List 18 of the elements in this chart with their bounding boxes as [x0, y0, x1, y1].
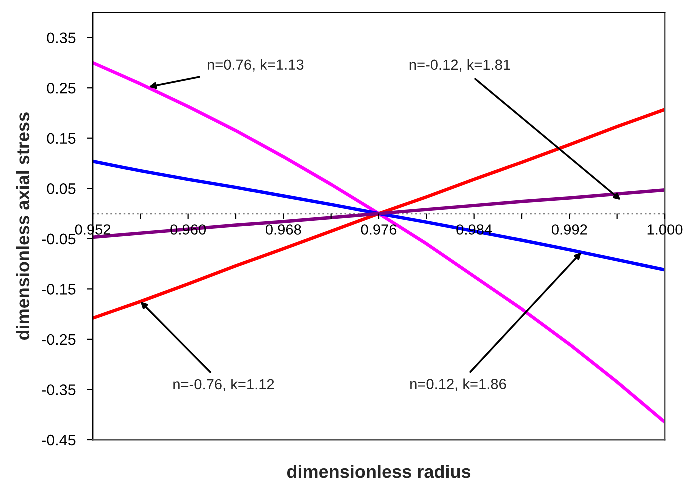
annotation: n=-0.76, k=1.12: [174, 378, 274, 392]
x-axis-title: dimensionless radius: [287, 465, 471, 478]
y-tick-label: -0.45: [42, 434, 76, 446]
y-tick-label: -0.05: [42, 234, 76, 245]
annotation: n=0.76, k=1.13: [208, 59, 304, 72]
y-axis-title: dimensionless axial stress: [16, 112, 30, 340]
y-tick-label: -0.35: [42, 384, 76, 396]
y-tick-label: 0.15: [47, 133, 76, 144]
x-tick-label: 0.976: [361, 224, 397, 235]
annotation: n=0.12, k=1.86: [410, 378, 506, 392]
y-tick-label: -0.25: [42, 334, 76, 346]
y-tick-label: -0.15: [42, 284, 76, 295]
y-tick-label: 0.05: [47, 184, 76, 194]
annotation: n=-0.12, k=1.81: [410, 59, 510, 72]
y-tick-label: 0.25: [47, 82, 76, 94]
x-tick-label: 0.992: [552, 224, 588, 235]
y-tick-label: 0.35: [47, 32, 76, 44]
x-tick-label: 0.968: [266, 224, 302, 235]
